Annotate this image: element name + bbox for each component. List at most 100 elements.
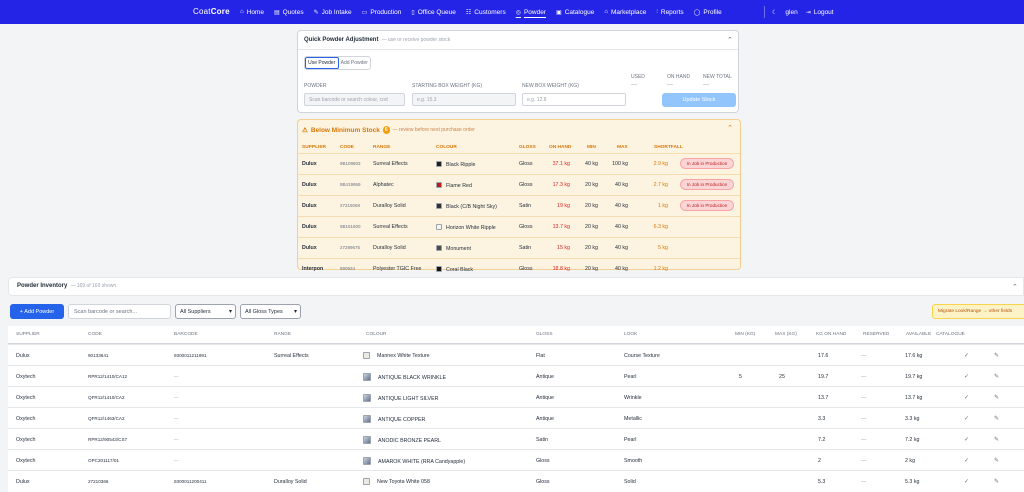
barcode-cell: — [174,395,179,400]
column-header[interactable]: BARCODE [174,332,198,337]
column-header[interactable]: LOOK [624,332,638,337]
table-row[interactable]: Oxytech QFR12/1410/CA2 — ANTIQUE LIGHT SILV… [8,386,1024,407]
min-cell: 20 kg [585,245,598,251]
colour-name: Coral Black [446,267,474,273]
gloss-filter-select[interactable]: All Gloss Types [240,304,301,319]
range-cell: Duralloy Solid [373,245,406,251]
column-header[interactable]: RESERVED [863,332,890,337]
supplier-filter-select[interactable]: All Suppliers [175,304,236,319]
nav-item-powder[interactable]: ◎ Powder [516,9,546,16]
nav-item-customers[interactable]: ☷ Customers [466,9,506,16]
new-weight-input[interactable]: e.g. 12.8 [522,93,626,106]
column-header[interactable]: GLOSS [536,332,553,337]
column-header: MIN [587,145,596,150]
colour-cell: Coral Black [436,266,473,273]
supplier-cell: Oxytech [16,437,36,443]
inventory-search-input[interactable]: Scan barcode or search... [68,304,171,319]
job-in-production-badge[interactable]: In Job in Production [680,158,734,169]
max-cell: 40 kg [615,203,628,209]
table-row[interactable]: Oxytech QFR12/1463/CA2 — ANTIQUE COPPER Anti… [8,407,1024,428]
nav-item-quotes[interactable]: ▤ Quotes [274,9,304,16]
min-cell: 5 [739,374,742,380]
column-header[interactable]: AVAILABLE [906,332,932,337]
update-stock-button[interactable]: Update Stock [662,93,736,107]
check-icon: ✓ [964,395,970,401]
edit-pencil-icon[interactable]: ✎ [994,353,1000,359]
column-header[interactable]: RANGE [274,332,292,337]
shortfall-cell: 1 kg [657,203,668,209]
office-queue-icon: ▯ [411,9,415,16]
edit-pencil-icon[interactable]: ✎ [994,416,1000,422]
colour-cell: ANTIQUE LIGHT SILVER [363,394,438,402]
edit-pencil-icon[interactable]: ✎ [994,458,1000,464]
available-cell: 13.7 kg [905,395,923,401]
table-row[interactable]: Dulux 27210366 9300011200411 Duralloy Solid… [8,470,1024,491]
nav-item-reports[interactable]: ⫶ Reports [656,9,683,16]
column-header[interactable]: MAX (KG) [775,332,797,337]
max-cell: 40 kg [615,182,628,188]
colour-name: ANTIQUE BLACK WRINKLE [378,375,446,381]
tab-use-powder[interactable]: Use Powder [305,57,339,69]
nav-item-home[interactable]: ⌂ Home [240,9,264,16]
reserved-cell: — [861,416,867,422]
code-cell: 9B419959 [340,182,361,187]
edit-pencil-icon[interactable]: ✎ [994,479,1000,485]
job-in-production-badge[interactable]: In Job in Production [680,200,734,211]
chevron-up-icon[interactable]: ⌃ [1012,284,1018,291]
column-header[interactable]: COLOUR [366,332,387,337]
supplier-cell: Oxytech [16,458,36,464]
powder-search-input[interactable]: Scan barcode or search colour, cod [304,93,405,106]
migrate-look-range-button[interactable]: Migrate Look/Range → other fields [932,304,1024,319]
nav-item-profile[interactable]: ◯ Profile [694,9,722,16]
check-icon: ✓ [964,458,970,464]
chevron-up-icon[interactable]: ⌃ [727,125,733,132]
user-name[interactable]: glen [785,8,798,16]
column-header[interactable]: CATALOGUE [936,332,965,337]
colour-thumbnail [363,394,371,402]
gloss-cell: Antique [536,374,554,380]
starting-weight-input[interactable]: e.g. 15.3 [412,93,516,106]
colour-cell: Mannex White Texture [363,352,430,359]
add-powder-button[interactable]: + Add Powder [10,304,64,319]
table-row[interactable]: Oxytech RPR12/90543/CS7 — ANODIC BRONZE PEA… [8,428,1024,449]
warning-icon: ⚠ [302,127,308,134]
column-header[interactable]: SUPPLIER [16,332,40,337]
edit-pencil-icon[interactable]: ✎ [994,437,1000,443]
table-row[interactable]: Oxytech RPR12/1410/CA12 — ANTIQUE BLACK WRI… [8,365,1024,386]
nav-item-job-intake[interactable]: ✎ Job Intake [314,9,352,16]
colour-name: ANTIQUE COPPER [378,417,426,423]
edit-pencil-icon[interactable]: ✎ [994,374,1000,380]
gloss-cell: Gloss [536,458,550,464]
nav-item-marketplace[interactable]: ⌂ Marketplace [604,9,646,16]
column-header[interactable]: MIN (KG) [735,332,756,337]
look-cell: Pearl [624,374,637,380]
nav-item-office-queue[interactable]: ▯ Office Queue [411,9,456,16]
edit-pencil-icon[interactable]: ✎ [994,395,1000,401]
below-minimum-note: — review before next purchase order [392,127,475,133]
table-row[interactable]: Oxytech OPC201117/01 — AMAROK WHITE (RRA Ca… [8,449,1024,470]
tab-add-powder[interactable]: Add Powder [340,60,368,66]
column-header[interactable]: CODE [88,332,102,337]
nav-item-production[interactable]: ▭ Production [362,9,402,16]
new-total-label: NEW TOTAL [703,74,732,80]
gloss-cell: Satin [536,437,549,443]
supplier-cell: Oxytech [16,374,36,380]
job-in-production-badge[interactable]: In Job in Production [680,179,734,190]
table-row[interactable]: Dulux 90133641 9300011211891 Surreal Effect… [8,344,1024,365]
colour-swatch [436,224,442,230]
on-hand-cell: 15 kg [557,245,570,251]
brand-logo[interactable]: CoatCore [193,7,230,16]
nav-item-catalogue[interactable]: ▣ Catalogue [556,9,594,16]
logout-button[interactable]: ⇥ Logout [805,8,834,16]
marketplace-icon: ⌂ [604,9,608,15]
below-minimum-count: 6 [382,126,390,134]
home-icon: ⌂ [240,9,244,15]
theme-toggle[interactable]: ☾ [772,9,777,16]
powder-inventory-header: Powder Inventory — 169 of 169 shown ⌃ [8,277,1024,296]
column-header[interactable]: KG ON HAND [816,332,847,337]
chevron-up-icon[interactable]: ⌃ [727,37,733,44]
top-nav: CoatCore ⌂ Home ▤ Quotes ✎ Job Intake ▭ Product… [0,0,1024,24]
inventory-title: Powder Inventory [17,283,68,289]
inventory-count: — 169 of 169 shown [70,283,117,289]
colour-name: Flame Red [446,183,472,189]
